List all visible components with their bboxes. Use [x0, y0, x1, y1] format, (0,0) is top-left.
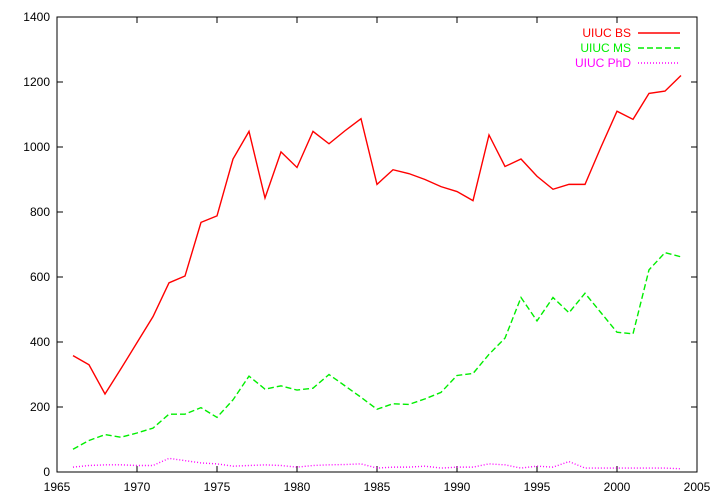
plot-frame [56, 16, 698, 473]
y-tick-label: 200 [30, 400, 50, 414]
x-tick-label: 1985 [364, 480, 391, 494]
x-tick-label: 1965 [44, 480, 71, 494]
series-line-uiuc-bs [72, 74, 682, 396]
series-line-uiuc-ms [72, 251, 682, 450]
x-tick-label: 1995 [524, 480, 551, 494]
y-tick-label: 0 [43, 465, 50, 479]
series-lines [72, 74, 682, 470]
x-tick-label: 2000 [604, 480, 631, 494]
x-tick-label: 1975 [204, 480, 231, 494]
x-tick-label: 1970 [124, 480, 151, 494]
y-tick-label: 1000 [23, 140, 50, 154]
y-tick-label: 1400 [23, 10, 50, 24]
series-line-uiuc-phd [72, 457, 682, 470]
plot-border [56, 16, 698, 473]
x-tick-label: 1980 [284, 480, 311, 494]
axis-ticks: 1965 1970 1975 1980 1985 1990 1995 2000 2005 0 200… [23, 10, 710, 494]
y-tick-label: 1200 [23, 75, 50, 89]
x-tick-label: 2005 [684, 480, 711, 494]
y-tick-label: 400 [30, 335, 50, 349]
y-tick-label: 800 [30, 205, 50, 219]
legend-label: UIUC BS [582, 26, 631, 40]
y-tick-label: 600 [30, 270, 50, 284]
x-tick-label: 1990 [444, 480, 471, 494]
legend-label: UIUC MS [580, 41, 631, 55]
legend-label: UIUC PhD [575, 56, 631, 70]
